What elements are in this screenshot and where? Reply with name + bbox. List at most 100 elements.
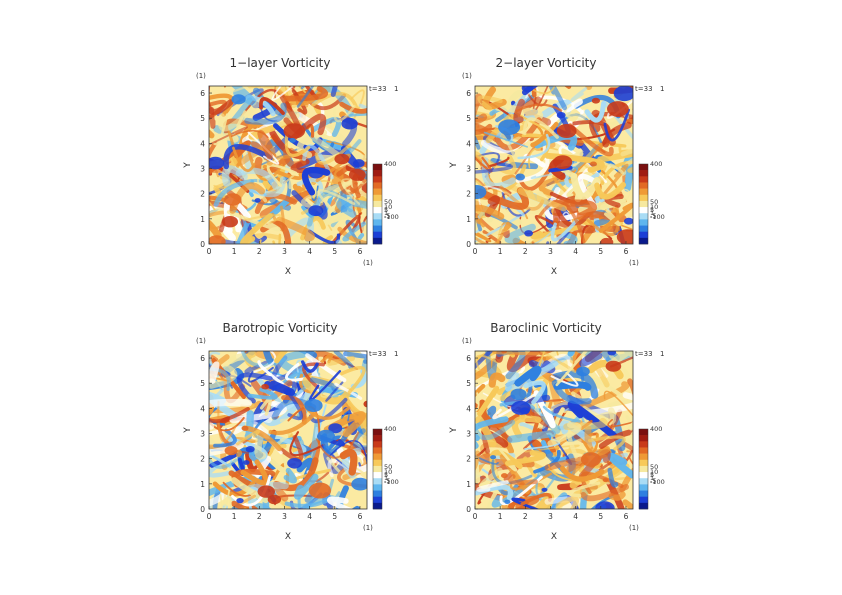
vorticity-filament	[494, 117, 542, 151]
vorticity-filament	[584, 425, 611, 457]
vorticity-filament	[283, 86, 329, 102]
vorticity-filament	[314, 143, 351, 165]
colorbar-segment	[373, 484, 382, 491]
vortex	[521, 86, 534, 93]
x-tick-label: 5	[332, 247, 337, 256]
vorticity-filament	[292, 234, 321, 244]
vorticity-filament	[550, 218, 579, 242]
vorticity-filament	[504, 360, 559, 393]
vorticity-filament	[475, 418, 516, 441]
vorticity-filament	[567, 123, 614, 157]
vorticity-filament	[257, 360, 288, 389]
vorticity-panel: Barotropic Vorticity 0 1 2 3 4 5 6 0 1 2 3 4 5 6 X Y (1) (…	[183, 321, 399, 542]
x-tick-label: 4	[573, 247, 578, 256]
colorbar-segment	[373, 447, 382, 454]
colorbar-frame	[372, 163, 383, 245]
y-tick-label: 5	[200, 379, 205, 388]
vortex	[607, 101, 629, 117]
vorticity-filament	[579, 351, 603, 367]
vorticity-filament	[275, 216, 315, 242]
vorticity-filament	[475, 416, 509, 442]
vorticity-filament	[254, 432, 267, 460]
vortex	[341, 117, 358, 130]
vorticity-filament	[517, 133, 551, 160]
colorbar-tick-label: 1	[384, 474, 388, 482]
vortex	[283, 123, 306, 139]
vortex	[243, 460, 250, 465]
x-unit-label: (1)	[629, 259, 639, 267]
colorbar-segment	[639, 502, 648, 510]
vorticity-filament	[607, 467, 619, 488]
vortex	[353, 159, 365, 168]
x-tick-label: 5	[598, 512, 603, 521]
x-tick-label: 0	[473, 247, 478, 256]
vorticity-filament	[492, 392, 537, 420]
vorticity-filament	[213, 179, 254, 207]
colorbar-segment	[373, 459, 382, 467]
colorbar-segment	[639, 429, 648, 436]
vorticity-filament	[604, 209, 621, 227]
vorticity-filament	[477, 95, 503, 111]
y-tick-label: 0	[466, 240, 471, 249]
colorbar-tick-label: 400	[384, 425, 396, 433]
colorbar-tick-label: 400	[650, 425, 662, 433]
x-tick-label: 6	[624, 247, 629, 256]
y-tick-label: 4	[466, 404, 471, 413]
vorticity-filament	[222, 487, 233, 509]
x-tick-label: 4	[307, 247, 312, 256]
vorticity-filament	[352, 428, 367, 451]
vorticity-filament	[576, 351, 593, 356]
colorbar-segment	[373, 207, 382, 214]
vorticity-filament	[221, 165, 248, 187]
time-marker: 1	[394, 85, 398, 93]
plot-frame	[474, 350, 634, 510]
vorticity-filament	[503, 221, 512, 232]
colorbar-segment	[373, 176, 382, 183]
y-tick-label: 2	[466, 190, 471, 199]
vortex	[328, 423, 343, 434]
vorticity-filament	[550, 371, 579, 387]
colorbar-segment	[639, 231, 648, 239]
colorbar-segment	[373, 194, 382, 202]
colorbar-tick-label: 5	[384, 206, 388, 214]
vorticity-filament	[301, 360, 319, 373]
vortex	[504, 499, 511, 504]
colorbar-segment	[639, 447, 648, 454]
y-unit-label: (1)	[196, 72, 206, 80]
vortex	[231, 94, 246, 105]
y-tick-label: 5	[466, 379, 471, 388]
panel-title: Barotropic Vorticity	[222, 321, 337, 335]
x-tick-label: 1	[498, 247, 503, 256]
vorticity-filament	[513, 98, 525, 124]
colorbar-segment	[639, 453, 648, 461]
vorticity-filament	[475, 213, 523, 243]
vorticity-filament	[209, 215, 226, 231]
vorticity-filament	[475, 232, 492, 243]
vortex	[287, 458, 302, 469]
colorbar-tick-label: 50	[384, 463, 392, 471]
vorticity-filament	[209, 398, 253, 430]
x-tick-label: 2	[523, 247, 528, 256]
y-unit-label: (1)	[462, 72, 472, 80]
vortex	[261, 383, 269, 390]
vorticity-filament	[209, 219, 222, 239]
vorticity-filament	[266, 163, 298, 188]
vorticity-filament	[598, 202, 633, 233]
vorticity-filament	[209, 126, 248, 146]
vorticity-filament	[476, 480, 509, 492]
vortex	[254, 198, 261, 203]
colorbar-segment	[639, 490, 648, 497]
vorticity-filament	[209, 113, 229, 146]
vorticity-filament	[337, 464, 367, 489]
vorticity-filament	[275, 418, 298, 446]
vorticity-filament	[528, 146, 558, 169]
vortex	[602, 478, 609, 483]
vortex	[289, 138, 296, 143]
vorticity-panel: 2−layer Vorticity 0 1 2 3 4 5 6 0 1 2 3 4 5 6 X Y (1) (1) t…	[449, 56, 665, 277]
vorticity-filament	[247, 387, 278, 400]
vorticity-panel: Baroclinic Vorticity 0 1 2 3 4 5 6 0 1 2 3 4 5 6 X Y (1) (…	[449, 321, 665, 542]
vorticity-filament	[555, 351, 589, 387]
colorbar-tick-label: 1	[384, 209, 388, 217]
vortex	[541, 487, 548, 492]
vorticity-filament	[302, 144, 334, 180]
